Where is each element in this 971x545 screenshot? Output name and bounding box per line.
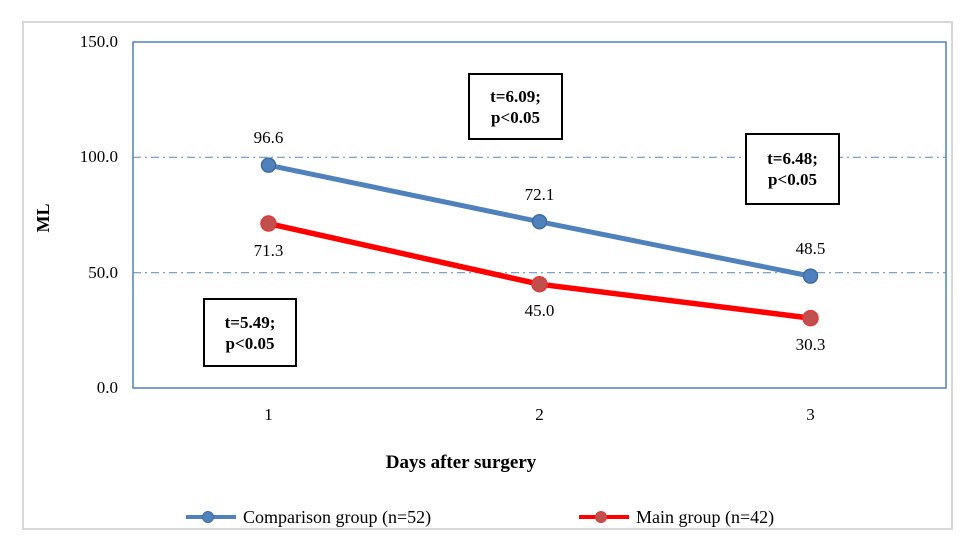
data-point-main-2	[531, 275, 548, 293]
x-tick-label-1: 1	[264, 405, 273, 424]
data-label-comparison-3: 48.5	[795, 239, 826, 259]
x-tick-label-3: 3	[806, 405, 815, 424]
legend-label: Comparison group (n=52)	[243, 507, 432, 527]
x-tick-label-2: 2	[535, 405, 544, 424]
annotation-line2: p<0.05	[491, 107, 540, 127]
annotation-box-day2: t=6.09; p<0.05	[468, 73, 563, 140]
annotation-box-day1: t=5.49; p<0.05	[203, 298, 297, 367]
data-point-main-1	[260, 215, 277, 232]
y-tick-label-150.0: 150.0	[79, 32, 118, 51]
y-tick-label-0.0: 0.0	[96, 378, 118, 397]
plot-border	[132, 41, 947, 389]
data-label-comparison-2: 72.1	[524, 184, 555, 204]
data-label-main-2: 45.0	[524, 301, 555, 321]
data-point-comparison-1	[260, 157, 277, 173]
annotation-box-day3: t=6.48; p<0.05	[745, 133, 840, 205]
x-axis-title: Days after surgery	[385, 452, 537, 473]
legend-item-comparison-group: Comparison group (n=52)	[185, 506, 431, 528]
annotation-line1: t=5.49;	[224, 312, 276, 332]
annotation-line2: p<0.05	[768, 170, 817, 189]
data-point-main-3	[802, 309, 819, 327]
y-tick-label-100.0: 100.0	[79, 147, 118, 167]
data-label-main-1: 71.3	[253, 240, 284, 260]
y-tick-label-50.0: 50.0	[88, 262, 118, 282]
data-point-comparison-3	[802, 268, 819, 284]
y-axis-title: ML	[33, 203, 53, 233]
legend-swatch-icon	[579, 511, 629, 523]
data-label-main-3: 30.3	[795, 335, 826, 355]
legend-label: Main group (n=42)	[636, 507, 775, 527]
legend: Comparison group (n=52) Main group (n=42)	[0, 506, 971, 532]
annotation-line2: p<0.05	[225, 333, 275, 353]
data-label-comparison-1: 96.6	[253, 128, 284, 148]
annotation-line1: t=6.48;	[767, 149, 818, 168]
annotation-line1: t=6.09;	[490, 86, 541, 106]
data-point-comparison-2	[531, 213, 548, 230]
legend-swatch-icon	[186, 511, 236, 523]
legend-item-main-group: Main group (n=42)	[578, 506, 774, 528]
